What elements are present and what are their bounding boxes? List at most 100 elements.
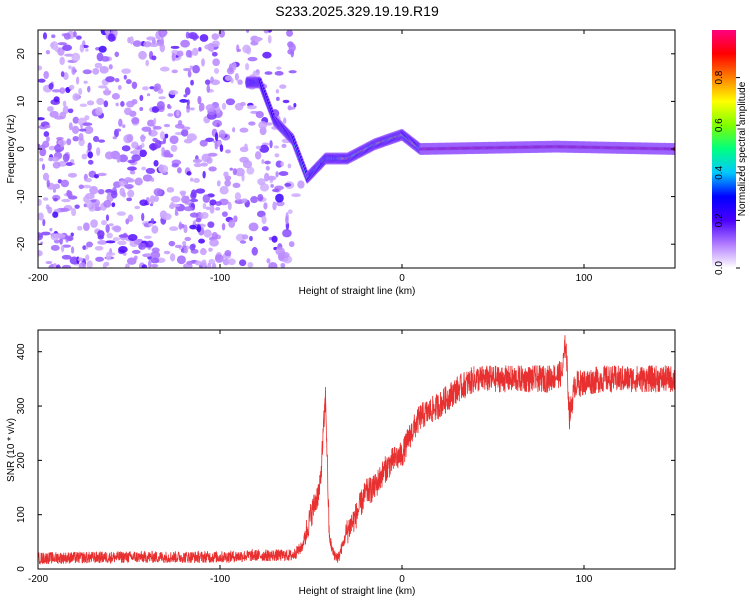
spectrogram-cell [232,168,237,176]
spectrogram-cell [83,80,88,84]
spectrogram-cell [121,145,131,152]
spectrogram-cell [98,45,107,53]
spectrogram-cell [38,198,42,206]
spectrogram-cell [60,207,70,212]
spectrogram-cell [127,159,136,164]
spectrogram-y-ticks: -20 -10 0 10 20 [16,48,675,251]
spectrogram-cell [204,79,211,85]
spectrogram-cell [247,261,254,268]
spectrogram-cell [171,69,178,74]
spectrogram-cell [234,73,239,81]
spectrogram-cell [189,243,196,251]
spectrogram-cell [92,67,100,75]
spectrogram-cell [189,212,199,218]
spectrogram-cell [112,136,117,140]
spectrogram-cell [221,222,226,231]
spectrogram-cell [288,43,296,52]
spectrogram-cell [111,93,120,100]
spectrogram-cell [207,262,212,268]
spectrogram-cell [118,118,123,127]
spectrogram-cell [214,143,219,150]
spectrogram-cell [129,36,134,45]
spectrogram-cell [279,84,287,89]
spectrogram-cell [259,144,270,153]
spectrogram-cell [75,35,82,40]
spectrogram-cell [190,34,200,40]
spectrogram-cell [78,128,87,132]
spectrogram-cell [212,58,220,67]
spectrogram-cell [216,122,220,128]
spectrogram-cell [193,162,203,168]
spectrogram-cell [55,233,66,239]
spectrogram-cell [145,59,149,67]
spectrogram-cell [126,257,137,265]
spectrogram-cell [148,222,154,227]
spectrogram-cell [275,247,285,256]
spectrogram-cell [105,188,114,194]
spectrogram-cell [71,66,76,75]
spectrogram-cell [59,56,65,66]
spectrogram-cell [185,31,190,39]
spectrogram-cell [138,149,147,158]
spectrogram-cell [205,206,211,211]
spectrogram-cell [151,55,157,61]
spectrogram-cell [178,221,183,230]
spectrogram-cell [163,149,171,158]
spectrogram-cell [93,174,100,179]
spectrogram-cell [261,159,265,164]
spectrogram-cell [271,188,280,193]
spectrogram-cell [221,211,228,217]
spectrogram-cell [197,95,202,105]
spectrogram-cell [215,201,222,206]
spectrogram-cell [116,211,126,216]
spectrogram-cell [71,125,80,134]
spectrogram-cell [66,189,71,198]
spectrogram-cell [153,125,162,130]
spectrogram-cell [132,40,142,47]
spectrogram-cell [69,256,79,265]
spectrogram-cell [51,89,61,93]
spectrogram-cell [213,67,220,74]
spectrogram-cell [176,167,182,174]
spectrogram-cell [70,246,75,254]
spectrogram-cell [62,105,69,114]
spectrogram-cell [51,34,56,39]
spectrogram-cell [57,42,68,46]
spectrogram-cell [85,254,90,261]
spectrogram-cell [272,202,277,210]
spectrogram-cell [208,247,213,252]
spectrogram-cell [149,86,155,90]
spectrogram-cell [42,140,50,149]
spectrogram-cell [206,84,211,93]
spectrogram-cell [44,124,51,129]
spectrogram-cell [94,62,103,69]
spectrogram-cell [183,247,189,254]
spectrogram-cell [39,157,44,162]
spectrogram-cell [271,235,278,243]
spectrogram-cell [97,188,105,195]
snr-y-tick-label: 300 [16,397,27,414]
spectrogram-cell [71,52,81,62]
spectrogram-cell [205,137,215,143]
spectrogram-cell [228,219,236,228]
spectrogram-cell [224,250,232,257]
snr-series-line [38,335,675,565]
spectrogram-cell [142,174,153,182]
spectrogram-cell [183,206,194,212]
spectrogram-cell [293,103,297,108]
spectrogram-cell [201,58,205,67]
spectrogram-cell [169,135,179,145]
spectrogram-cell [169,201,175,210]
spectrogram-cell [167,113,174,117]
spectrogram-cell [47,206,53,214]
spectrogram-cell [38,65,43,71]
spectrogram-cell [168,240,176,247]
spectrogram-cell [105,240,116,244]
spectrogram-cell [180,39,190,48]
spectrogram-cell [209,205,215,214]
spectrogram-cell [104,87,110,95]
spectrogram-cell [86,100,95,106]
spectrogram-cell [176,50,184,57]
